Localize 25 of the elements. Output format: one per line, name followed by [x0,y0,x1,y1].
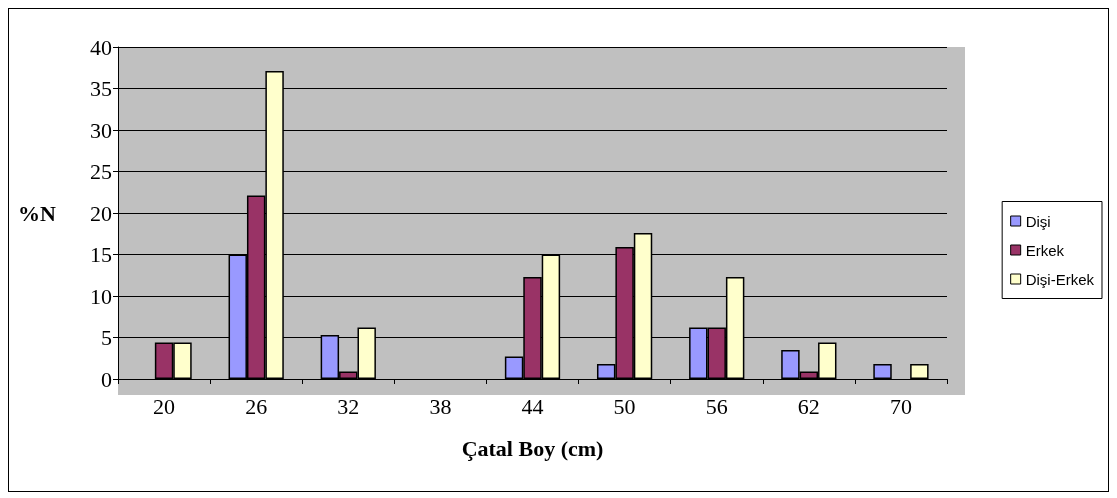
y-axis-title: %N [18,200,57,226]
legend-label: Erkek [1025,241,1065,259]
bar [910,364,929,379]
x-tick-label: 26 [245,393,268,419]
y-tick-label: 35 [90,76,112,101]
legend-label: Dişi [1025,212,1051,230]
y-tick-label: 0 [101,366,112,392]
y-tick-label: 5 [101,325,112,350]
x-tick-label: 62 [797,393,820,419]
y-tick-label: 20 [90,200,112,226]
y-tick-label: 25 [90,159,112,184]
x-tick-label: 44 [521,393,544,419]
bar [873,364,892,379]
legend-label: Dişi-Erkek [1025,270,1095,288]
y-tick-label: 30 [90,117,112,143]
y-tick-label: 10 [90,283,112,309]
x-axis-title: Çatal Boy (cm) [461,435,604,461]
x-tick-label: 50 [613,393,636,419]
x-tick-label: 32 [337,393,360,419]
x-tick-label: 56 [705,393,728,419]
y-tick-label: 15 [90,242,112,267]
x-tick-label: 70 [889,393,912,419]
y-tick-label: 40 [90,34,112,60]
x-tick-label: 20 [153,393,176,419]
x-tick-label: 38 [429,393,452,419]
